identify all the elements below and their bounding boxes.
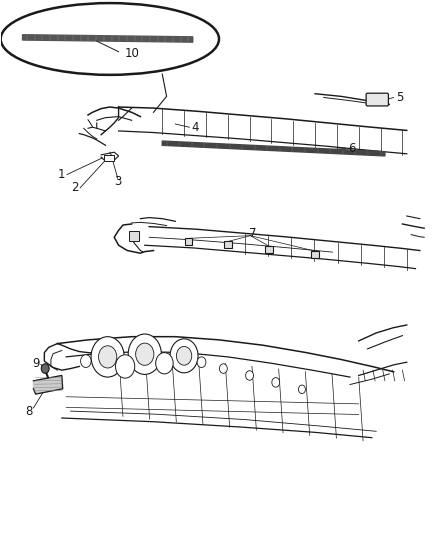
Polygon shape <box>22 35 193 42</box>
Circle shape <box>197 357 206 368</box>
Text: 2: 2 <box>71 181 79 195</box>
Circle shape <box>116 355 135 378</box>
Bar <box>311 251 319 258</box>
Text: 9: 9 <box>33 357 40 370</box>
Circle shape <box>81 355 91 368</box>
Circle shape <box>128 334 161 374</box>
Polygon shape <box>162 141 385 156</box>
Text: 5: 5 <box>396 91 404 104</box>
Bar <box>265 246 273 253</box>
Text: 10: 10 <box>124 47 139 60</box>
Polygon shape <box>33 375 63 394</box>
Text: 7: 7 <box>249 227 257 240</box>
FancyBboxPatch shape <box>366 93 389 106</box>
Circle shape <box>99 346 117 368</box>
Bar <box>104 155 114 161</box>
Bar <box>130 231 139 241</box>
Text: 4: 4 <box>191 120 199 134</box>
Bar <box>224 241 232 248</box>
Circle shape <box>272 377 280 387</box>
Circle shape <box>91 337 124 377</box>
Ellipse shape <box>1 3 219 75</box>
Circle shape <box>155 353 173 374</box>
Circle shape <box>177 346 192 365</box>
Circle shape <box>170 339 198 373</box>
Text: 1: 1 <box>58 168 66 181</box>
Circle shape <box>41 364 49 373</box>
Text: 3: 3 <box>114 175 121 188</box>
Text: 6: 6 <box>348 142 356 155</box>
Circle shape <box>136 343 154 365</box>
Circle shape <box>219 364 227 373</box>
Circle shape <box>298 385 305 393</box>
Bar <box>184 238 192 245</box>
Circle shape <box>246 370 254 380</box>
Text: 8: 8 <box>25 405 33 417</box>
